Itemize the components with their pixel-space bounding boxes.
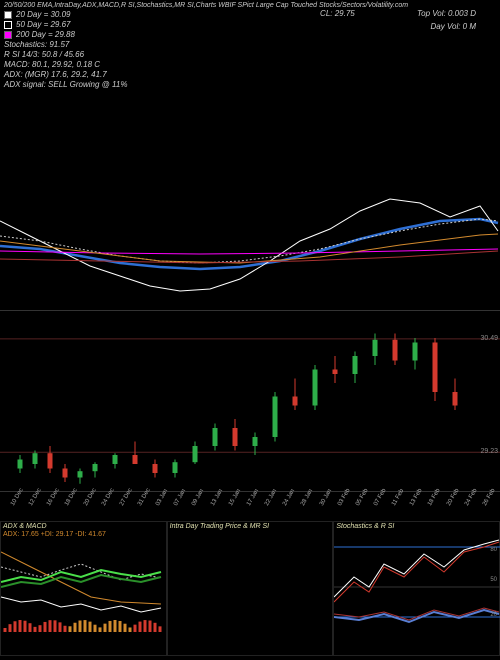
tick-80: 80 (490, 547, 497, 553)
date-label: 18 Dec (64, 488, 79, 507)
date-label: 20 Dec (83, 488, 98, 507)
date-label: 18 Feb (427, 488, 442, 507)
date-label: 24 Jan (282, 488, 296, 507)
cl-label: CL: 29.75 (320, 9, 355, 18)
tick-50: 50 (490, 577, 497, 583)
date-label: 20 Feb (446, 488, 461, 507)
date-label: 13 Feb (409, 488, 424, 507)
date-label: 24 Dec (101, 488, 116, 507)
intraday-panel: Intra Day Trading Price & MR SI (167, 521, 334, 656)
legend-item: 200 Day = 29.88 (4, 30, 127, 39)
legend-item: 50 Day = 29.67 (4, 20, 127, 29)
date-label: 28 Jan (300, 488, 314, 507)
date-label: 24 Feb (464, 488, 479, 507)
header-title: 20/50/200 EMA,IntraDay,ADX,MACD,R SI,Sto… (4, 2, 496, 9)
date-label: 31 Dec (137, 488, 152, 507)
date-label: 07 Feb (373, 488, 388, 507)
date-label: 26 Feb (482, 488, 497, 507)
date-label: 03 Feb (337, 488, 352, 507)
legend-item: ADX signal: SELL Growing @ 11% (4, 80, 127, 89)
date-axis: 10 Dec12 Dec16 Dec18 Dec 20 Dec24 Dec27 D… (0, 491, 500, 521)
date-label: 05 Feb (355, 488, 370, 507)
adx-macd-panel: ADX & MACD ADX: 17.65 +DI: 29.17 -DI: 41… (0, 521, 167, 656)
day-vol: Day Vol: 0 M (320, 22, 476, 31)
date-label: 17 Jan (246, 488, 260, 507)
date-label: 10 Dec (10, 488, 25, 507)
legend-item: 20 Day = 30.09 (4, 10, 127, 19)
date-label: 07 Jan (173, 488, 187, 507)
legend-item: R SI 14/3: 50.8 / 45.66 (4, 50, 127, 59)
date-label: 11 Feb (391, 488, 405, 507)
top-vol: Top Vol: 0.003 D (417, 9, 476, 18)
date-label: 12 Dec (28, 488, 43, 507)
stochastics-panel: Stochastics & R SI 80 50 20 (333, 521, 500, 656)
date-label: 30 Jan (319, 488, 333, 507)
tick-20: 20 (490, 612, 497, 618)
sub2-title: Intra Day Trading Price & MR SI (168, 522, 333, 531)
ema-panel (0, 91, 500, 311)
ytick-lo: 29.23 (480, 448, 498, 455)
date-label: 22 Jan (264, 488, 278, 507)
legend-item: Stochastics: 91.57 (4, 40, 127, 49)
date-label: 16 Dec (46, 488, 61, 507)
date-label: 15 Jan (228, 488, 242, 507)
date-label: 27 Dec (119, 488, 134, 507)
ytick-hi: 30.49 (480, 335, 498, 342)
date-label: 13 Jan (210, 488, 224, 507)
legend-item: ADX: (MGR) 17.6, 29.2, 41.7 (4, 70, 127, 79)
legend-item: MACD: 80.1, 29.92, 0.18 C (4, 60, 127, 69)
candle-panel: 30.49 29.23 (0, 311, 500, 491)
date-label: 03 Jan (155, 488, 169, 507)
date-label: 09 Jan (191, 488, 205, 507)
